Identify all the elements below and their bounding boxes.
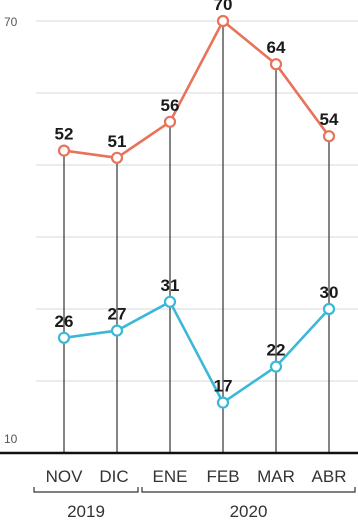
gridlines xyxy=(36,20,358,382)
year-label: 2020 xyxy=(230,502,268,521)
x-tick-label: FEB xyxy=(206,467,239,486)
drop-lines xyxy=(63,21,330,453)
data-point xyxy=(110,151,124,164)
y-axis-ticks: 70 10 xyxy=(4,15,18,446)
data-label: 52 xyxy=(55,125,74,144)
x-tick-label: DIC xyxy=(99,467,128,486)
data-label: 64 xyxy=(267,38,286,57)
x-tick-label: NOV xyxy=(46,467,84,486)
data-point xyxy=(269,58,283,71)
data-point xyxy=(216,396,230,409)
data-label: 27 xyxy=(108,305,127,324)
year-bracket xyxy=(141,487,356,493)
data-point xyxy=(269,360,283,373)
data-label: 31 xyxy=(161,276,180,295)
data-point xyxy=(216,14,230,28)
data-point xyxy=(57,331,71,344)
series-line xyxy=(63,300,330,404)
data-label: 30 xyxy=(320,283,339,302)
x-axis: NOV DIC ENE FEB MAR ABR 2019 2020 xyxy=(0,451,358,521)
x-tick-label: ENE xyxy=(153,467,188,486)
y-tick-label: 70 xyxy=(4,15,18,29)
data-label: 26 xyxy=(55,312,74,331)
data-point xyxy=(163,115,177,128)
data-label: 54 xyxy=(320,110,339,129)
data-labels: 52 51 56 70 64 54 26 27 31 17 22 30 xyxy=(55,0,339,396)
year-label: 2019 xyxy=(67,502,105,521)
year-bracket xyxy=(33,487,139,493)
x-tick-label: ABR xyxy=(312,467,347,486)
series-line xyxy=(63,19,331,160)
data-point xyxy=(322,130,336,143)
data-point xyxy=(57,144,71,157)
data-label: 22 xyxy=(267,341,286,360)
data-point xyxy=(163,295,177,308)
data-label: 70 xyxy=(214,0,233,14)
data-label: 17 xyxy=(214,377,233,396)
data-label: 56 xyxy=(161,96,180,115)
data-point xyxy=(322,302,336,316)
x-tick-label: MAR xyxy=(257,467,295,486)
y-tick-label: 10 xyxy=(4,432,18,446)
data-points xyxy=(57,14,336,409)
data-label: 51 xyxy=(108,132,127,151)
data-point xyxy=(110,324,124,337)
series-lines xyxy=(63,19,331,404)
